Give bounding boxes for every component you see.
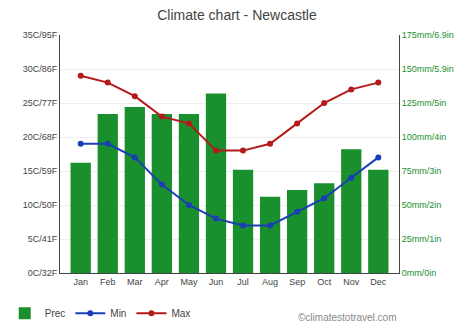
svg-text:150mm/5.9in: 150mm/5.9in [402, 64, 454, 74]
svg-text:Jul: Jul [237, 277, 249, 287]
svg-text:Climate chart - Newcastle: Climate chart - Newcastle [157, 7, 317, 23]
svg-text:10C/50F: 10C/50F [23, 200, 58, 210]
svg-text:Aug: Aug [262, 277, 278, 287]
svg-text:75mm/3in: 75mm/3in [402, 166, 442, 176]
svg-text:May: May [180, 277, 198, 287]
svg-text:5C/41F: 5C/41F [28, 234, 58, 244]
svg-text:©climatestotravel.com: ©climatestotravel.com [298, 312, 397, 323]
svg-text:Jan: Jan [73, 277, 88, 287]
svg-text:25C/77F: 25C/77F [23, 98, 58, 108]
svg-text:30C/86F: 30C/86F [23, 64, 58, 74]
svg-text:Prec: Prec [45, 308, 66, 319]
svg-text:175mm/6.9in: 175mm/6.9in [402, 30, 454, 40]
svg-text:0C/32F: 0C/32F [28, 268, 58, 278]
svg-text:Min: Min [110, 308, 126, 319]
svg-text:Apr: Apr [155, 277, 169, 287]
svg-text:Sep: Sep [289, 277, 305, 287]
svg-text:125mm/5in: 125mm/5in [402, 98, 447, 108]
svg-text:100mm/4in: 100mm/4in [402, 132, 447, 142]
svg-text:25mm/1in: 25mm/1in [402, 234, 442, 244]
svg-text:35C/95F: 35C/95F [23, 30, 58, 40]
svg-text:Dec: Dec [370, 277, 387, 287]
svg-text:50mm/2in: 50mm/2in [402, 200, 442, 210]
svg-text:Feb: Feb [100, 277, 116, 287]
svg-text:20C/68F: 20C/68F [23, 132, 58, 142]
svg-text:0mm/0in: 0mm/0in [402, 268, 437, 278]
svg-text:Mar: Mar [127, 277, 143, 287]
svg-text:15C/59F: 15C/59F [23, 166, 58, 176]
svg-text:Max: Max [171, 308, 190, 319]
svg-text:Oct: Oct [317, 277, 332, 287]
svg-text:Jun: Jun [209, 277, 224, 287]
svg-text:Nov: Nov [343, 277, 360, 287]
